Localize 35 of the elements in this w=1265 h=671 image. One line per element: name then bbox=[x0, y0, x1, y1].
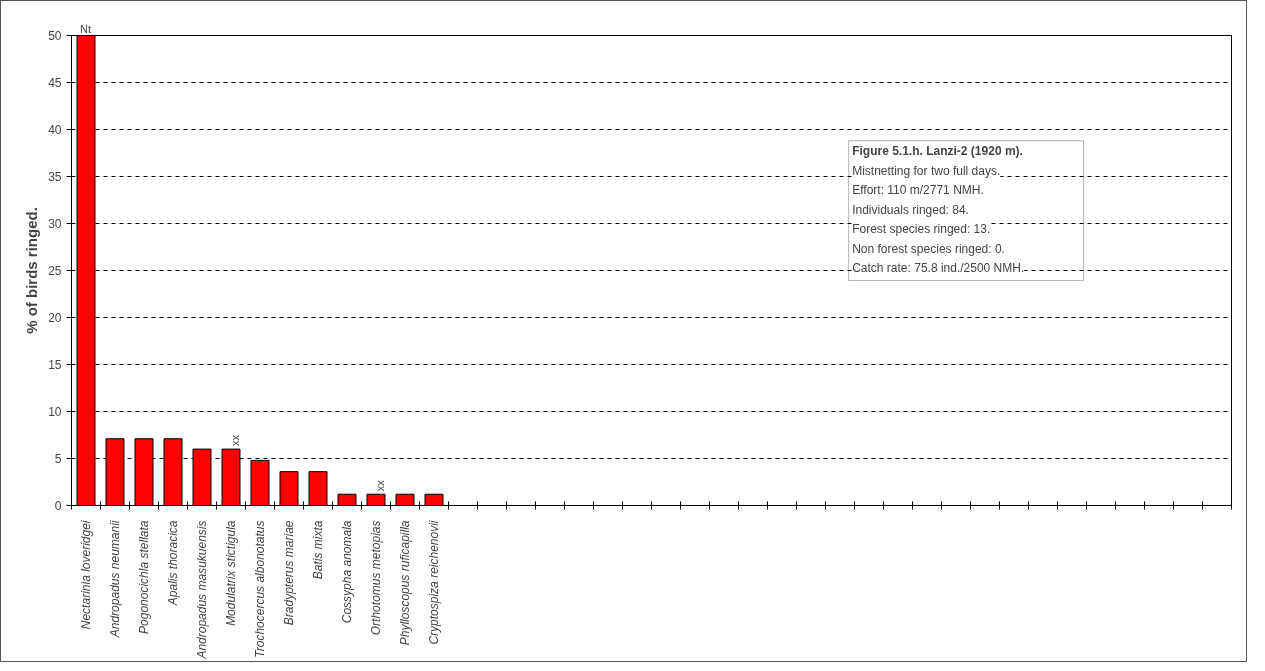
x-tick-label: Cossypha anomala bbox=[340, 520, 354, 624]
x-tick-label: Bradypterus mariae bbox=[282, 520, 296, 626]
annotation: Individuals ringed: 84. bbox=[852, 202, 969, 217]
x-tick-label: Andropadus neumanii bbox=[108, 520, 122, 639]
y-tick-label: 35 bbox=[48, 170, 62, 184]
y-tick-label: 50 bbox=[48, 29, 62, 43]
y-tick-label: 20 bbox=[48, 311, 62, 325]
y-tick-label: 30 bbox=[48, 217, 62, 231]
y-tick-label: 45 bbox=[48, 76, 62, 90]
x-tick-label: Modulatrix stictigula bbox=[224, 520, 238, 626]
x-tick-label: Cryptospiza reichenovii bbox=[427, 520, 441, 645]
x-tick-label: Trochocercus albonotatus bbox=[253, 520, 267, 658]
annotation: Figure 5.1.h. Lanzi-2 (1920 m). bbox=[852, 144, 1023, 159]
x-tick-label: Orthotomus metopias bbox=[369, 520, 383, 636]
annotation: Effort: 110 m/2771 NMH. bbox=[852, 183, 984, 198]
annotation: Mistnetting for two full days. bbox=[852, 163, 1001, 178]
y-tick-label: 5 bbox=[54, 452, 62, 466]
annotation: Non forest species ringed: 0. bbox=[852, 241, 1005, 256]
y-tick-label: 25 bbox=[48, 264, 62, 278]
y-tick-label: 10 bbox=[48, 405, 62, 419]
x-tick-label: Nectarinia loveridgei bbox=[79, 520, 93, 630]
x-tick-label: Apalis thoracica bbox=[166, 520, 180, 607]
annotation: Catch rate: 75.8 ind./2500 NMH. bbox=[852, 261, 1025, 276]
annotation: Nt bbox=[80, 22, 91, 35]
y-tick-label: 15 bbox=[48, 358, 62, 372]
x-tick-label: Phylloscopus ruficapilla bbox=[398, 520, 412, 646]
x-tick-label: Batis mixta bbox=[311, 520, 325, 580]
x-tick-label: Pogonocichla stellata bbox=[137, 520, 151, 634]
annotation: xx bbox=[374, 479, 386, 492]
x-tick-label: Andropadus masukuensis bbox=[195, 520, 209, 660]
annotation: xx bbox=[229, 434, 241, 447]
y-tick-label: 0 bbox=[54, 499, 62, 513]
annotation: Forest species ringed: 13. bbox=[852, 222, 991, 237]
y-tick-label: 40 bbox=[48, 123, 62, 137]
y-axis-title: % of birds ringed. bbox=[23, 207, 41, 334]
